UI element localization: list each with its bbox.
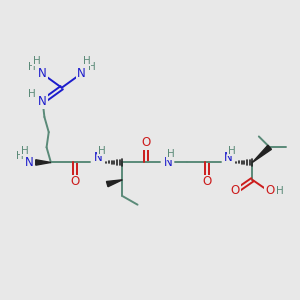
Text: H: H (83, 56, 91, 66)
Polygon shape (106, 180, 122, 187)
Text: H: H (228, 146, 236, 155)
Text: H: H (28, 89, 35, 99)
Text: H: H (167, 149, 175, 159)
Text: O: O (142, 136, 151, 149)
Text: O: O (230, 184, 240, 197)
Text: H: H (28, 62, 35, 72)
Text: N: N (38, 95, 46, 108)
Text: H: H (275, 186, 283, 196)
Text: N: N (224, 151, 233, 164)
Text: H: H (33, 56, 41, 66)
Text: O: O (265, 184, 274, 197)
Text: H: H (88, 62, 96, 72)
Text: N: N (77, 67, 85, 80)
Polygon shape (36, 160, 51, 165)
Text: H: H (21, 146, 29, 155)
Text: O: O (70, 176, 80, 188)
Text: H: H (16, 151, 23, 161)
Polygon shape (252, 145, 272, 163)
Text: H: H (98, 146, 106, 155)
Text: N: N (25, 156, 34, 169)
Text: O: O (202, 176, 212, 188)
Text: N: N (38, 67, 46, 80)
Text: N: N (164, 156, 172, 169)
Text: N: N (94, 151, 103, 164)
